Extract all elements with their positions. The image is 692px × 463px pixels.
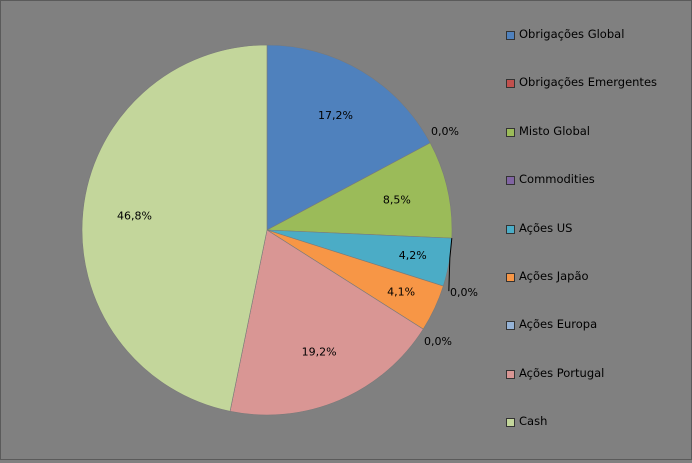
legend-item: Ações Japão bbox=[506, 269, 686, 317]
data-label: 19,2% bbox=[302, 346, 337, 359]
pie-slice bbox=[229, 229, 424, 416]
legend-swatch bbox=[506, 224, 515, 234]
legend-item: Ações Portugal bbox=[506, 366, 686, 414]
legend-item: Cash bbox=[506, 414, 686, 462]
data-labels: 17,2% 0,0% 8,5% 0,0% 4,2% 4,1% 0,0% 19,2% 46,8% bbox=[117, 109, 478, 359]
data-label: 4,2% bbox=[399, 249, 427, 262]
pie-slice bbox=[266, 44, 431, 231]
data-label: 17,2% bbox=[318, 109, 353, 122]
data-label: 0,0% bbox=[450, 286, 478, 299]
legend-swatch bbox=[506, 272, 515, 282]
data-label: 0,0% bbox=[431, 125, 459, 138]
pie-slice bbox=[265, 142, 453, 239]
legend-item: Misto Global bbox=[506, 124, 686, 172]
legend-label: Commodities bbox=[519, 172, 595, 187]
legend-label: Cash bbox=[519, 414, 548, 429]
legend-item: Obrigações Global bbox=[506, 27, 686, 75]
legend-swatch bbox=[506, 321, 515, 331]
legend-item: Ações Europa bbox=[506, 317, 686, 365]
legend-label: Obrigações Global bbox=[519, 27, 625, 41]
leader-lines bbox=[448, 238, 453, 292]
legend-label: Obrigações Emergentes bbox=[519, 75, 658, 90]
legend-swatch bbox=[506, 176, 515, 186]
data-label: 8,5% bbox=[383, 194, 411, 207]
pie-slice bbox=[81, 44, 268, 412]
data-label: 46,8% bbox=[117, 210, 152, 223]
legend-swatch bbox=[506, 418, 515, 428]
legend-item: Commodities bbox=[506, 172, 686, 220]
leader-line bbox=[448, 238, 453, 292]
legend-label: Misto Global bbox=[519, 123, 590, 138]
legend-swatch bbox=[506, 79, 515, 89]
legend-label: Ações Japão bbox=[519, 268, 589, 283]
data-label: 4,1% bbox=[387, 286, 415, 299]
legend-label: Ações US bbox=[519, 220, 573, 235]
legend-swatch bbox=[506, 369, 515, 379]
legend-label: Ações Portugal bbox=[519, 365, 605, 380]
legend-label: Ações Europa bbox=[519, 317, 598, 332]
legend-swatch bbox=[506, 31, 515, 40]
legend-swatch bbox=[506, 127, 515, 137]
legend: Obrigações Global Obrigações Emergentes … bbox=[506, 27, 686, 463]
pie-slices bbox=[81, 44, 453, 416]
legend-item: Ações US bbox=[506, 221, 686, 269]
legend-item: Obrigações Emergentes bbox=[506, 75, 686, 123]
data-label: 0,0% bbox=[424, 335, 452, 348]
